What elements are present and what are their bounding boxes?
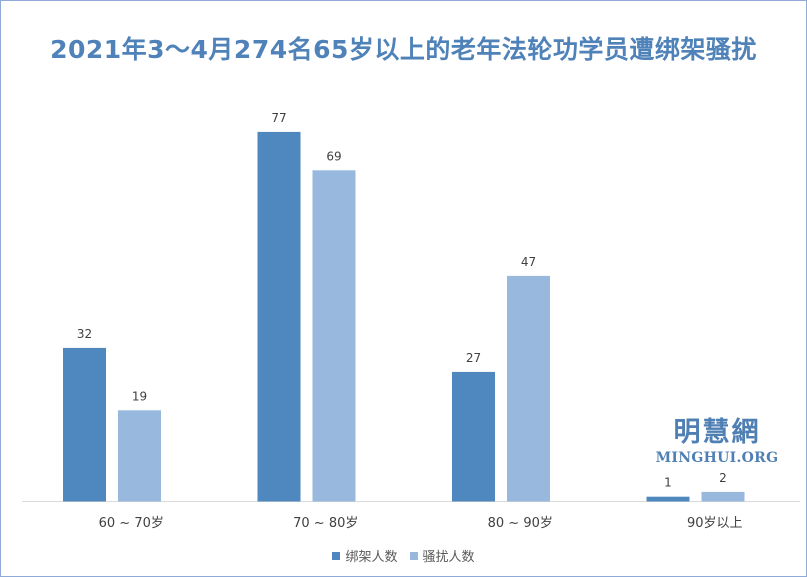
category-label-4: 90岁以上 [687, 516, 743, 531]
category-label-3: 80 ~ 90岁 [488, 516, 553, 531]
legend: 绑架人数 骚扰人数 [0, 546, 807, 565]
category-label-1: 60 ~ 70岁 [99, 516, 164, 531]
bar-series-2-3 [507, 275, 550, 502]
data-label-series-1-1: 32 [77, 327, 92, 341]
data-label-series-2-4: 2 [719, 471, 727, 485]
watermark-en: MINGHUI.ORG [655, 450, 779, 466]
legend-item-series-2: 骚扰人数 [409, 546, 475, 565]
category-label-2: 70 ~ 80岁 [293, 516, 358, 531]
legend-swatch-series-2 [409, 551, 418, 560]
legend-swatch-series-1 [332, 551, 341, 560]
legend-label-series-2: 骚扰人数 [422, 550, 475, 565]
data-label-series-1-3: 27 [466, 351, 481, 365]
data-label-series-1-4: 1 [664, 476, 672, 490]
minghui-watermark: 明慧網 MINGHUI.ORG [652, 410, 782, 466]
bar-series-2-4 [701, 491, 745, 502]
bar-series-1-1 [63, 347, 106, 502]
watermark-cn: 明慧網 [673, 417, 761, 448]
data-label-series-2-1: 19 [132, 389, 147, 403]
data-label-series-2-3: 47 [521, 255, 536, 269]
chart-title: 2021年3～4月274名65岁以上的老年法轮功学员遭绑架骚扰 [50, 35, 757, 64]
legend-item-series-1: 绑架人数 [332, 546, 398, 565]
bar-series-2-1 [118, 410, 161, 502]
bar-series-1-4 [646, 496, 690, 502]
legend-label-series-1: 绑架人数 [345, 550, 398, 565]
data-label-series-2-2: 69 [326, 149, 341, 163]
bar-series-1-2 [257, 131, 301, 502]
bar-series-1-3 [452, 371, 495, 502]
bar-series-2-2 [312, 170, 356, 502]
data-label-series-1-2: 77 [271, 111, 286, 125]
